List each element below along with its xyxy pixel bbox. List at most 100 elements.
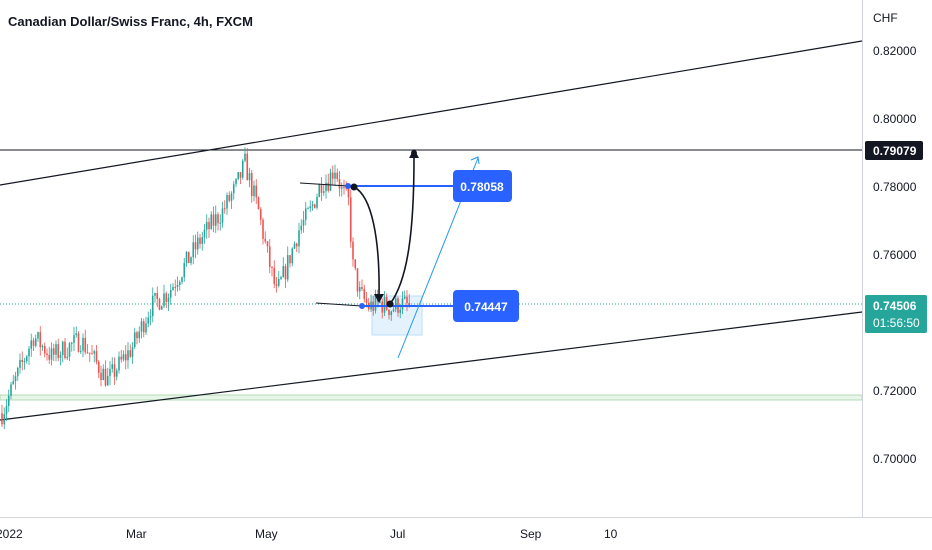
candle-body	[322, 191, 325, 193]
candle-body	[217, 214, 219, 224]
candle-body	[88, 352, 91, 354]
candle-body	[196, 237, 199, 250]
candle-body	[61, 341, 64, 356]
candle-body	[122, 354, 125, 360]
candle-body	[136, 332, 138, 339]
candle-body	[232, 184, 235, 194]
candle-body	[226, 195, 228, 209]
candle-body	[248, 173, 251, 181]
candle-body	[82, 337, 84, 351]
countdown-value: 01:56:50	[873, 316, 920, 330]
candle-body	[262, 219, 264, 239]
candle-body	[392, 309, 395, 312]
horizontal-level-tag: 0.79079	[865, 141, 923, 160]
candle-body	[165, 293, 168, 302]
time-tick-label: May	[255, 527, 278, 541]
candles-group	[1, 147, 411, 430]
candle-body	[203, 229, 206, 238]
candle-body	[68, 343, 71, 357]
candle-body	[293, 243, 296, 249]
candle-body	[307, 208, 309, 210]
candle-body	[149, 316, 152, 318]
time-tick-label: 2022	[0, 527, 23, 541]
candle-body	[66, 356, 69, 359]
candle-body	[55, 344, 57, 355]
candle-body	[253, 185, 255, 197]
candle-body	[115, 370, 118, 377]
down-arrow-path	[353, 186, 380, 297]
current-price-value: 0.74506	[873, 299, 917, 313]
candle-body	[313, 204, 316, 208]
candle-body	[43, 345, 46, 354]
candle-body	[79, 350, 82, 352]
candle-body	[102, 368, 105, 380]
candle-body	[244, 153, 246, 161]
candle-body	[352, 241, 354, 260]
candle-body	[201, 237, 204, 244]
candle-body	[154, 292, 156, 296]
chart-title: Canadian Dollar/Swiss Franc, 4h, FXCM	[8, 14, 253, 29]
candle-body	[10, 384, 12, 396]
up-arrow-path	[389, 157, 415, 305]
candle-body	[190, 257, 192, 264]
candle-body	[219, 222, 222, 224]
candle-body	[172, 286, 174, 291]
candle-body	[363, 289, 366, 299]
candle-body	[347, 188, 350, 198]
candle-body	[73, 335, 75, 343]
down-arrow-start	[350, 183, 358, 191]
candle-body	[127, 350, 129, 361]
candle-body	[205, 222, 208, 230]
candle-body	[93, 351, 96, 354]
candle-body	[59, 355, 62, 359]
range-bottom-line	[315, 302, 363, 307]
candle-body	[327, 182, 330, 191]
candle-body	[250, 173, 253, 197]
range-top-line	[299, 182, 349, 187]
candle-body	[302, 219, 305, 226]
label-low[interactable]: 0.74447	[453, 290, 519, 322]
candle-body	[46, 353, 48, 355]
candle-body	[379, 301, 381, 303]
candle-body	[133, 332, 136, 348]
candle-body	[77, 333, 80, 352]
candle-body	[167, 297, 170, 302]
candle-body	[39, 332, 42, 348]
candle-body	[147, 317, 150, 324]
candle-body	[34, 338, 37, 346]
candle-body	[16, 367, 19, 377]
candle-body	[50, 348, 53, 360]
candle-body	[388, 309, 390, 316]
candle-body	[403, 296, 406, 299]
candle-body	[356, 268, 359, 292]
candle-body	[259, 209, 262, 220]
candle-body	[32, 340, 35, 346]
time-tick-label: Jul	[390, 527, 405, 541]
candle-body	[106, 376, 109, 386]
price-tick-label: 0.70000	[873, 452, 917, 466]
candle-body	[289, 255, 291, 264]
candle-body	[329, 172, 332, 191]
candle-body	[210, 214, 213, 230]
candle-body	[320, 184, 323, 193]
candle-body	[399, 309, 402, 313]
candle-body	[358, 287, 361, 292]
candle-body	[235, 179, 237, 185]
candle-body	[338, 179, 341, 189]
candle-body	[75, 333, 78, 336]
candle-body	[343, 187, 345, 189]
candle-body	[239, 172, 242, 178]
candle-body	[361, 287, 363, 290]
time-tick-label: 10	[604, 527, 618, 541]
low-label-anchor	[359, 303, 365, 309]
time-axis-ticks: 2022 Mar May Jul Sep 10	[0, 527, 618, 541]
projection-arrowhead	[470, 156, 480, 165]
candle-body	[264, 238, 267, 242]
label-high-text: 0.78058	[460, 180, 504, 194]
label-high[interactable]: 0.78058	[453, 170, 512, 202]
candle-body	[158, 299, 161, 310]
candle-body	[14, 376, 17, 382]
candle-body	[185, 251, 188, 264]
candle-body	[365, 298, 368, 303]
